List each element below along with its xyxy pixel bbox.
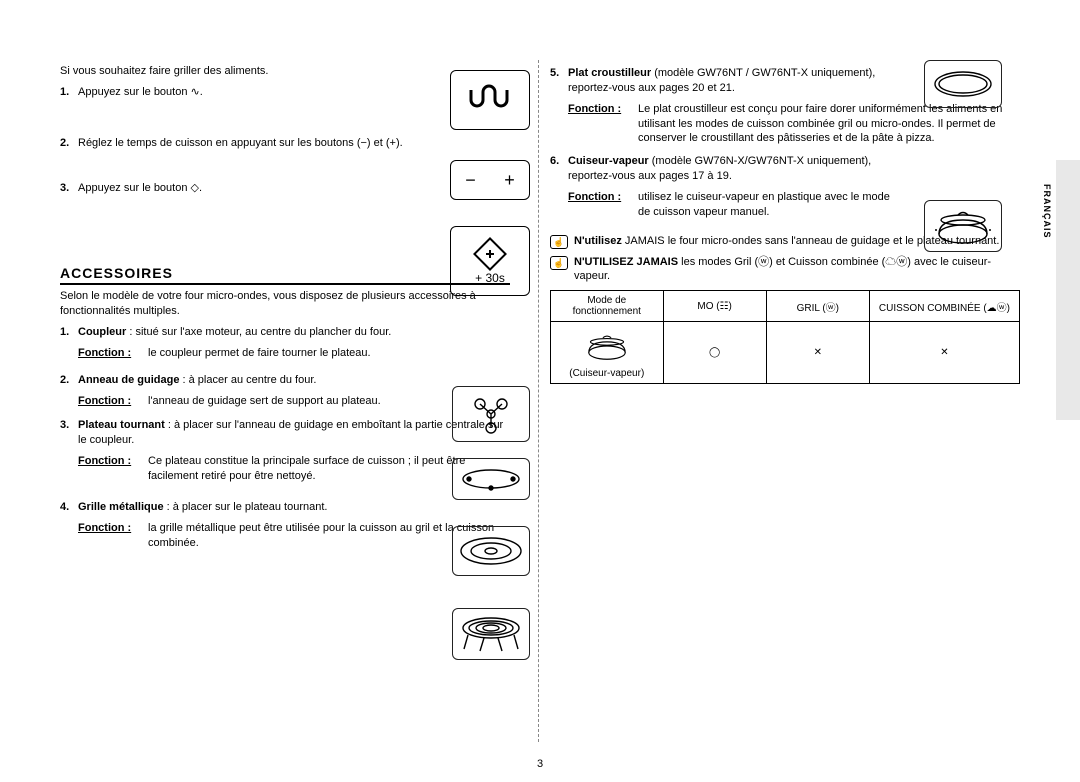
warning-2: ☝ N'UTILISEZ JAMAIS les modes Gril (ⓦ) e… [550,255,1020,285]
table-h2: MO (☷) [663,291,766,322]
accessory-3-fonction: Fonction : Ce plateau constitue la princ… [78,454,510,484]
accessory-6: 6. Cuiseur-vapeur (modèle GW76N-X/GW76NT… [550,154,1020,184]
page-number: 3 [537,758,543,770]
side-tab [1056,160,1080,420]
table-h4: CUISSON COMBINÉE (☁ⓦ) [869,291,1019,322]
language-tab-label: FRANÇAIS [1042,184,1052,239]
step-1-text: Appuyez sur le bouton ∿. [78,85,510,100]
turntable-icon [452,526,530,576]
crusty-plate-icon [924,60,1002,108]
step-1-number: 1. [60,85,78,100]
accessory-2-fonction: Fonction : l'anneau de guidage sert de s… [78,394,510,409]
table-cell-mo: ◯ [663,322,766,384]
minus-icon: − [465,170,476,191]
step-3: 3. Appuyez sur le bouton ◇. [60,181,510,196]
steam-cooker-icon [924,200,1002,252]
accessories-intro: Selon le modèle de votre four micro-onde… [60,289,510,319]
warning-icon: ☝ [550,256,568,270]
accessory-4: 4. Grille métallique : à placer sur le p… [60,500,510,515]
plus-icon: + [504,170,515,191]
step-3-number: 3. [60,181,78,196]
plus-30s-label: + 30s [475,271,505,285]
roller-ring-icon [452,458,530,500]
coupler-icon [452,386,530,442]
warning-icon: ☝ [550,235,568,249]
accessory-3: 3. Plateau tournant : à placer sur l'ann… [60,418,510,448]
start-plus30s-icon: + 30s [450,226,530,296]
accessory-2: 2. Anneau de guidage : à placer au centr… [60,373,510,388]
table-cell-combi: ✕ [869,322,1019,384]
metal-rack-icon [452,608,530,660]
accessory-4-fonction: Fonction : la grille métallique peut êtr… [78,521,510,551]
step-2: 2. Réglez le temps de cuisson en appuyan… [60,136,510,151]
table-h3: GRIL (ⓦ) [766,291,869,322]
step-2-text: Réglez le temps de cuisson en appuyant s… [78,136,510,151]
accessories-heading: ACCESSOIRES [60,265,510,285]
grill-mode-icon [450,70,530,130]
table-h1: Mode de fonctionnement [551,291,664,322]
accessory-5-fonction: Fonction : Le plat croustilleur est conç… [568,102,1020,147]
table-row-label: (Cuiseur-vapeur) [551,322,664,384]
accessory-1-fonction: Fonction : le coupleur permet de faire t… [78,346,510,361]
accessory-1: 1. Coupleur : situé sur l'axe moteur, au… [60,325,510,340]
mode-compat-table: Mode de fonctionnement MO (☷) GRIL (ⓦ) C… [550,290,1020,384]
step-1: 1. Appuyez sur le bouton ∿. [60,85,510,100]
table-cell-gril: ✕ [766,322,869,384]
step-2-number: 2. [60,136,78,151]
plus-minus-icon: − + [450,160,530,200]
grill-intro: Si vous souhaitez faire griller des alim… [60,64,510,79]
step-3-text: Appuyez sur le bouton ◇. [78,181,510,196]
